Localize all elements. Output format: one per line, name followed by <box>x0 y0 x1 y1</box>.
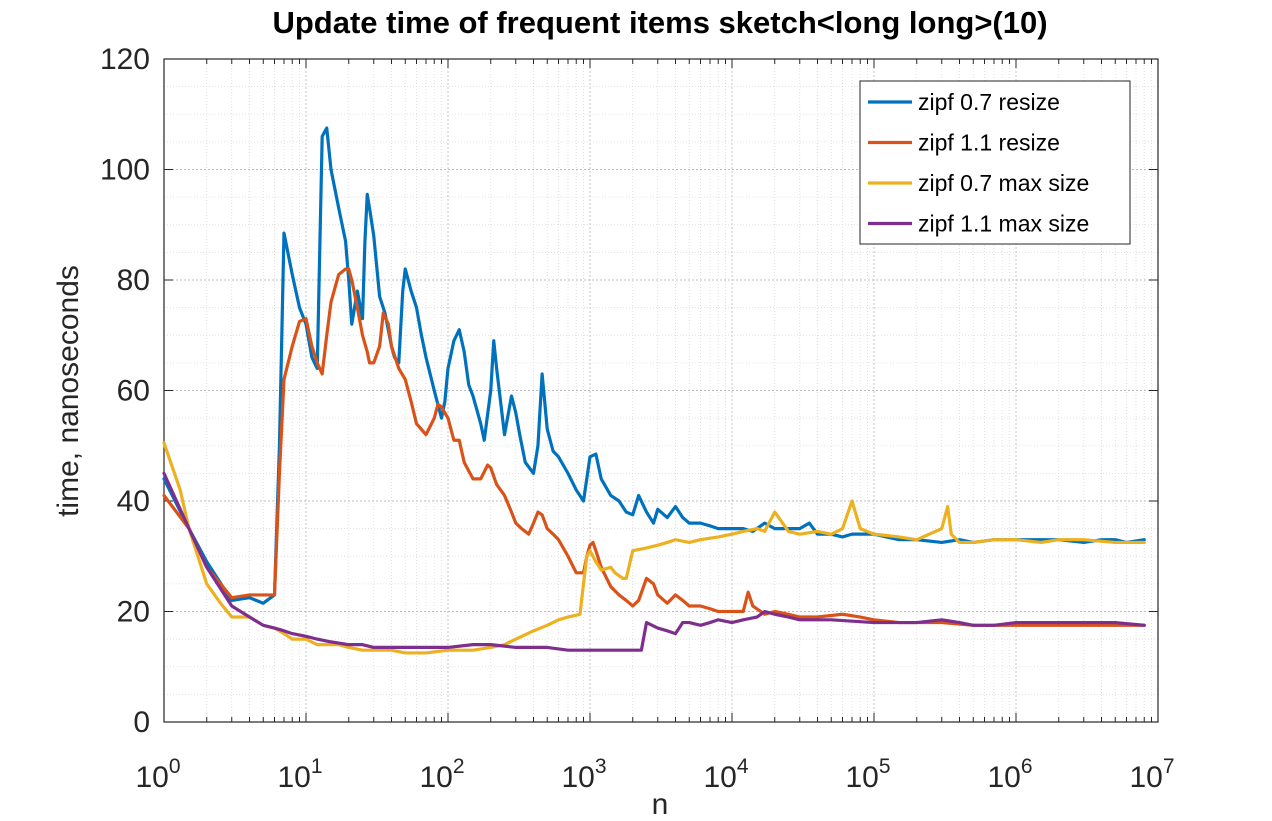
series-layer <box>162 126 1146 655</box>
legend-label: zipf 0.7 max size <box>918 170 1089 196</box>
chart-title: Update time of frequent items sketch<lon… <box>272 5 1047 40</box>
x-tick-label: 104 <box>703 755 748 794</box>
legend-box <box>859 80 1131 245</box>
x-tick-label: 105 <box>845 755 890 794</box>
x-tick-label: 106 <box>987 755 1032 794</box>
y-axis-label: time, nanoseconds <box>52 265 85 517</box>
y-tick-label: 0 <box>133 706 150 739</box>
x-tick-label: 101 <box>277 755 322 794</box>
x-tick-label: 107 <box>1129 755 1174 794</box>
y-tick-label: 80 <box>117 264 150 297</box>
y-tick-label: 40 <box>117 485 150 518</box>
tick-layer: 100 101 102 103 104 105 106 107 0 20 40 60 80 100 120 <box>100 43 1175 794</box>
series-line-4 <box>162 471 1146 652</box>
y-tick-label: 20 <box>117 596 150 629</box>
x-tick-label: 100 <box>135 755 180 794</box>
y-tick-label: 120 <box>100 43 150 76</box>
series-line-3 <box>162 441 1146 655</box>
x-axis-label: n <box>652 788 669 816</box>
legend-label: zipf 1.1 resize <box>918 130 1060 156</box>
y-tick-label: 60 <box>117 375 150 408</box>
legend-label: zipf 1.1 max size <box>918 211 1089 237</box>
series-line-2 <box>162 267 1146 627</box>
x-tick-label: 103 <box>561 755 606 794</box>
legend: zipf 0.7 resize zipf 1.1 resize zipf 0.7 m… <box>859 80 1131 245</box>
y-tick-label: 100 <box>100 154 150 187</box>
x-tick-label: 102 <box>419 755 464 794</box>
legend-label: zipf 0.7 resize <box>918 89 1060 115</box>
